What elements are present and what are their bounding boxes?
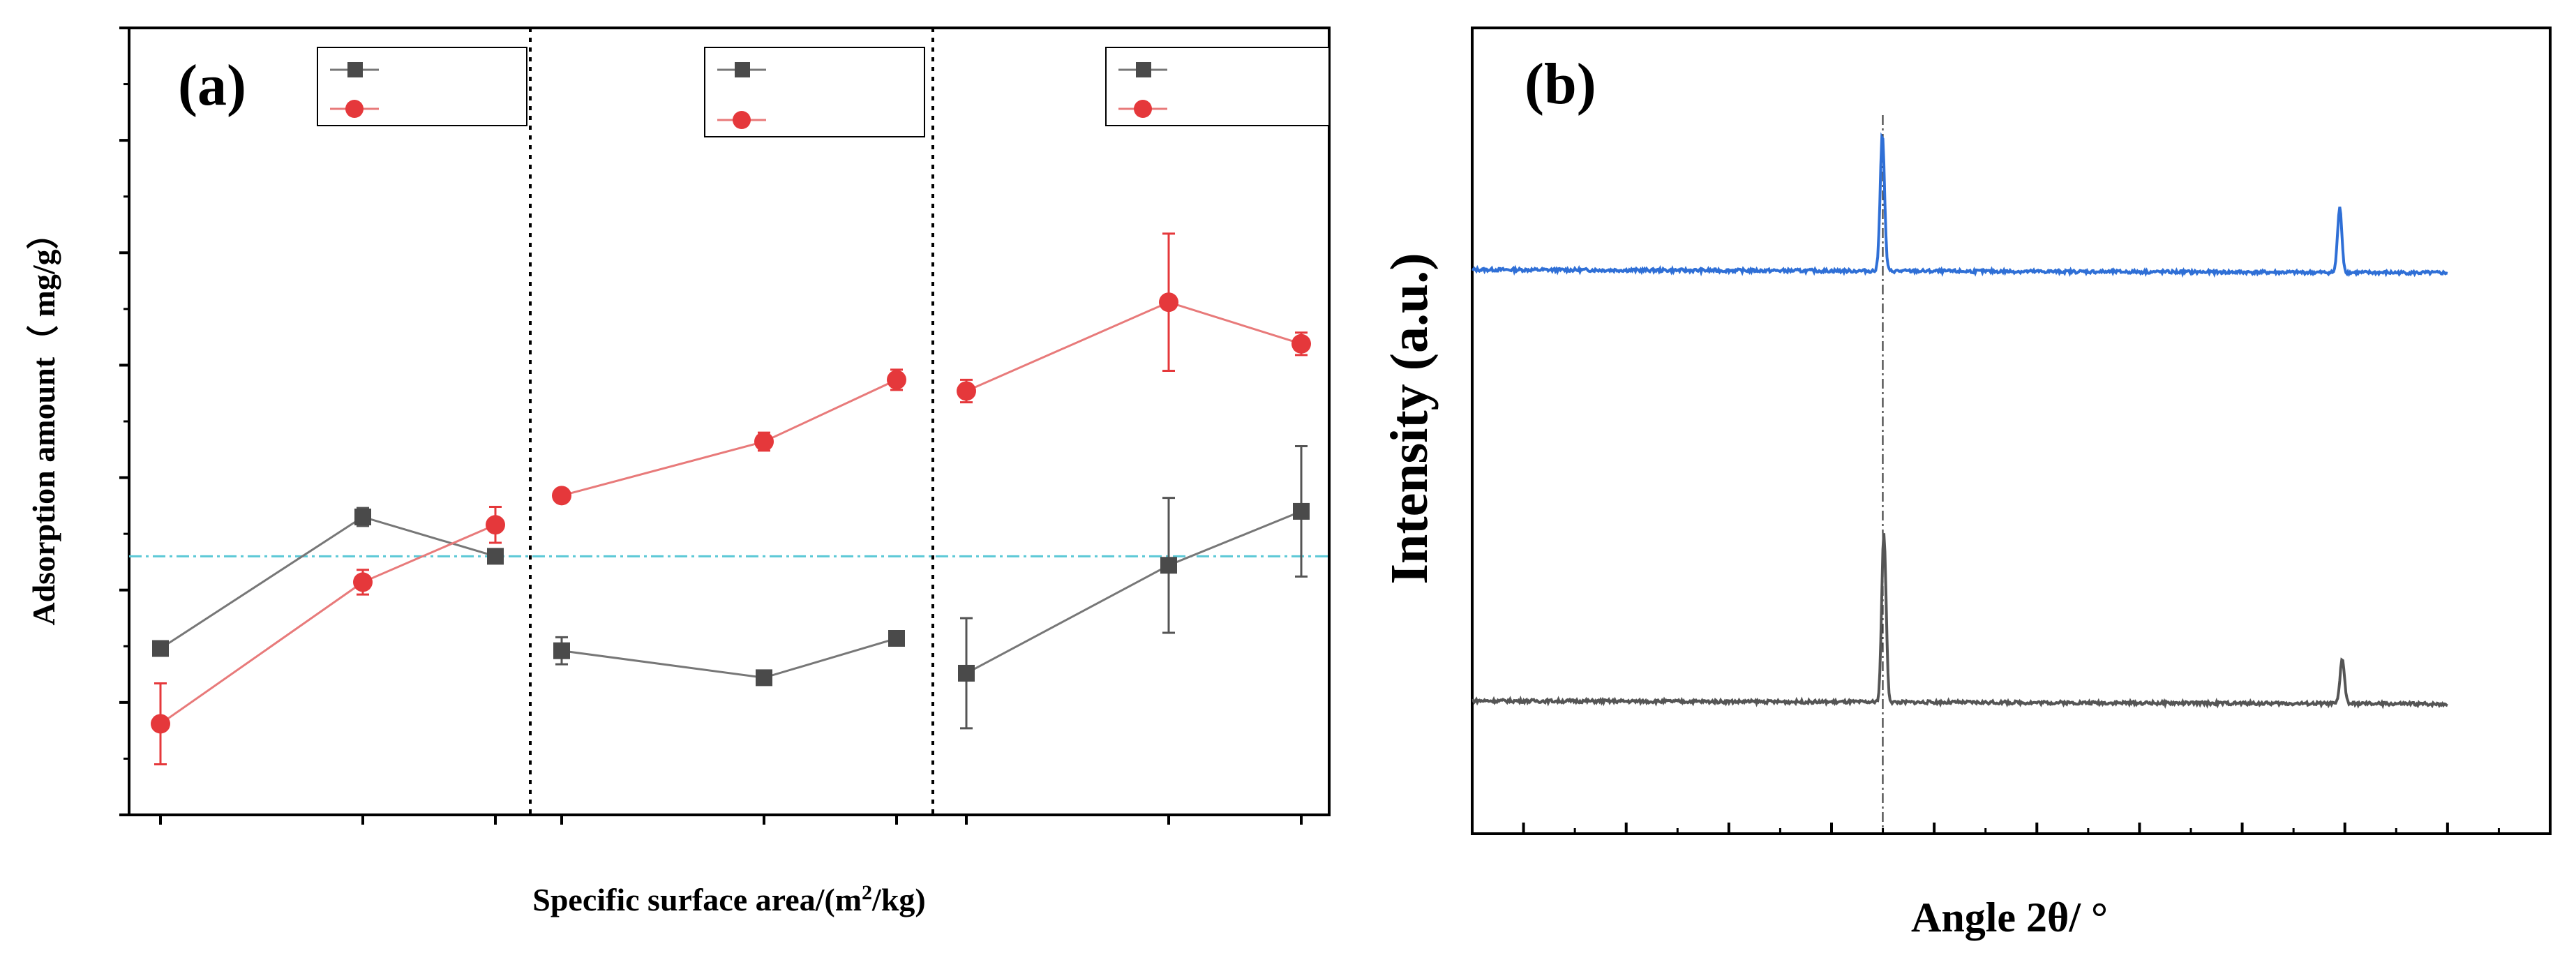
x-label-superscript: 2 (862, 881, 872, 904)
x-label-part2: /kg) (871, 882, 926, 917)
legend-marker-square (1136, 62, 1151, 77)
panel-b-frame (1471, 27, 2552, 835)
panel-b-label: (b) (1525, 52, 1596, 117)
spectrum-m1 (1472, 533, 2448, 710)
legend-marker-circle (1134, 100, 1152, 118)
panel-a-x-axis-label: Specific surface area/(m2/kg) (532, 881, 925, 917)
panel-b: (b) Intensity (a.u.) Angle 2θ/ ° (1380, 27, 2552, 940)
panel-a-frame (128, 27, 1331, 816)
data-point-square (354, 508, 371, 525)
legend-marker-square (735, 62, 750, 77)
data-point-square (553, 642, 570, 659)
data-point-square (958, 664, 975, 682)
data-point-square (152, 640, 169, 657)
x-label-part1: Specific surface area/(m (532, 882, 862, 917)
data-point-circle (754, 432, 774, 452)
data-point-circle (1159, 292, 1178, 313)
data-point-square (1293, 502, 1310, 520)
legend-marker-circle (345, 100, 364, 118)
series-line-q (160, 516, 496, 650)
panel-b-x-axis-label: Angle 2θ/ ° (1911, 894, 2108, 940)
data-point-circle (353, 572, 373, 592)
series-line-m-cement (966, 301, 1302, 392)
data-point-square (1160, 557, 1177, 574)
data-point-circle (552, 486, 571, 506)
data-point-circle (151, 714, 170, 734)
legend-marker-circle (733, 111, 751, 129)
data-point-square (756, 669, 772, 687)
series-line-q-cement (160, 523, 496, 725)
panel-a-label: (a) (178, 53, 246, 118)
series-line-f (561, 637, 897, 679)
data-point-square (888, 630, 905, 647)
data-point-circle (887, 370, 906, 390)
series-line-m (966, 510, 1302, 675)
data-point-square (487, 548, 504, 565)
legend-marker-square (347, 62, 363, 77)
data-point-circle (1291, 333, 1311, 354)
data-point-circle (957, 381, 976, 401)
spectrum-pce-m1 (1472, 132, 2448, 278)
data-point-circle (486, 515, 505, 535)
panel-b-y-axis-label: Intensity (a.u.) (1380, 253, 1439, 584)
panel-a-y-axis-label: Adsorption amount（ mg/g） (26, 217, 61, 625)
panel-a: (a) Adsorption amount（ mg/g） Specific su… (26, 27, 1331, 917)
series-line-f-cement (561, 379, 897, 497)
